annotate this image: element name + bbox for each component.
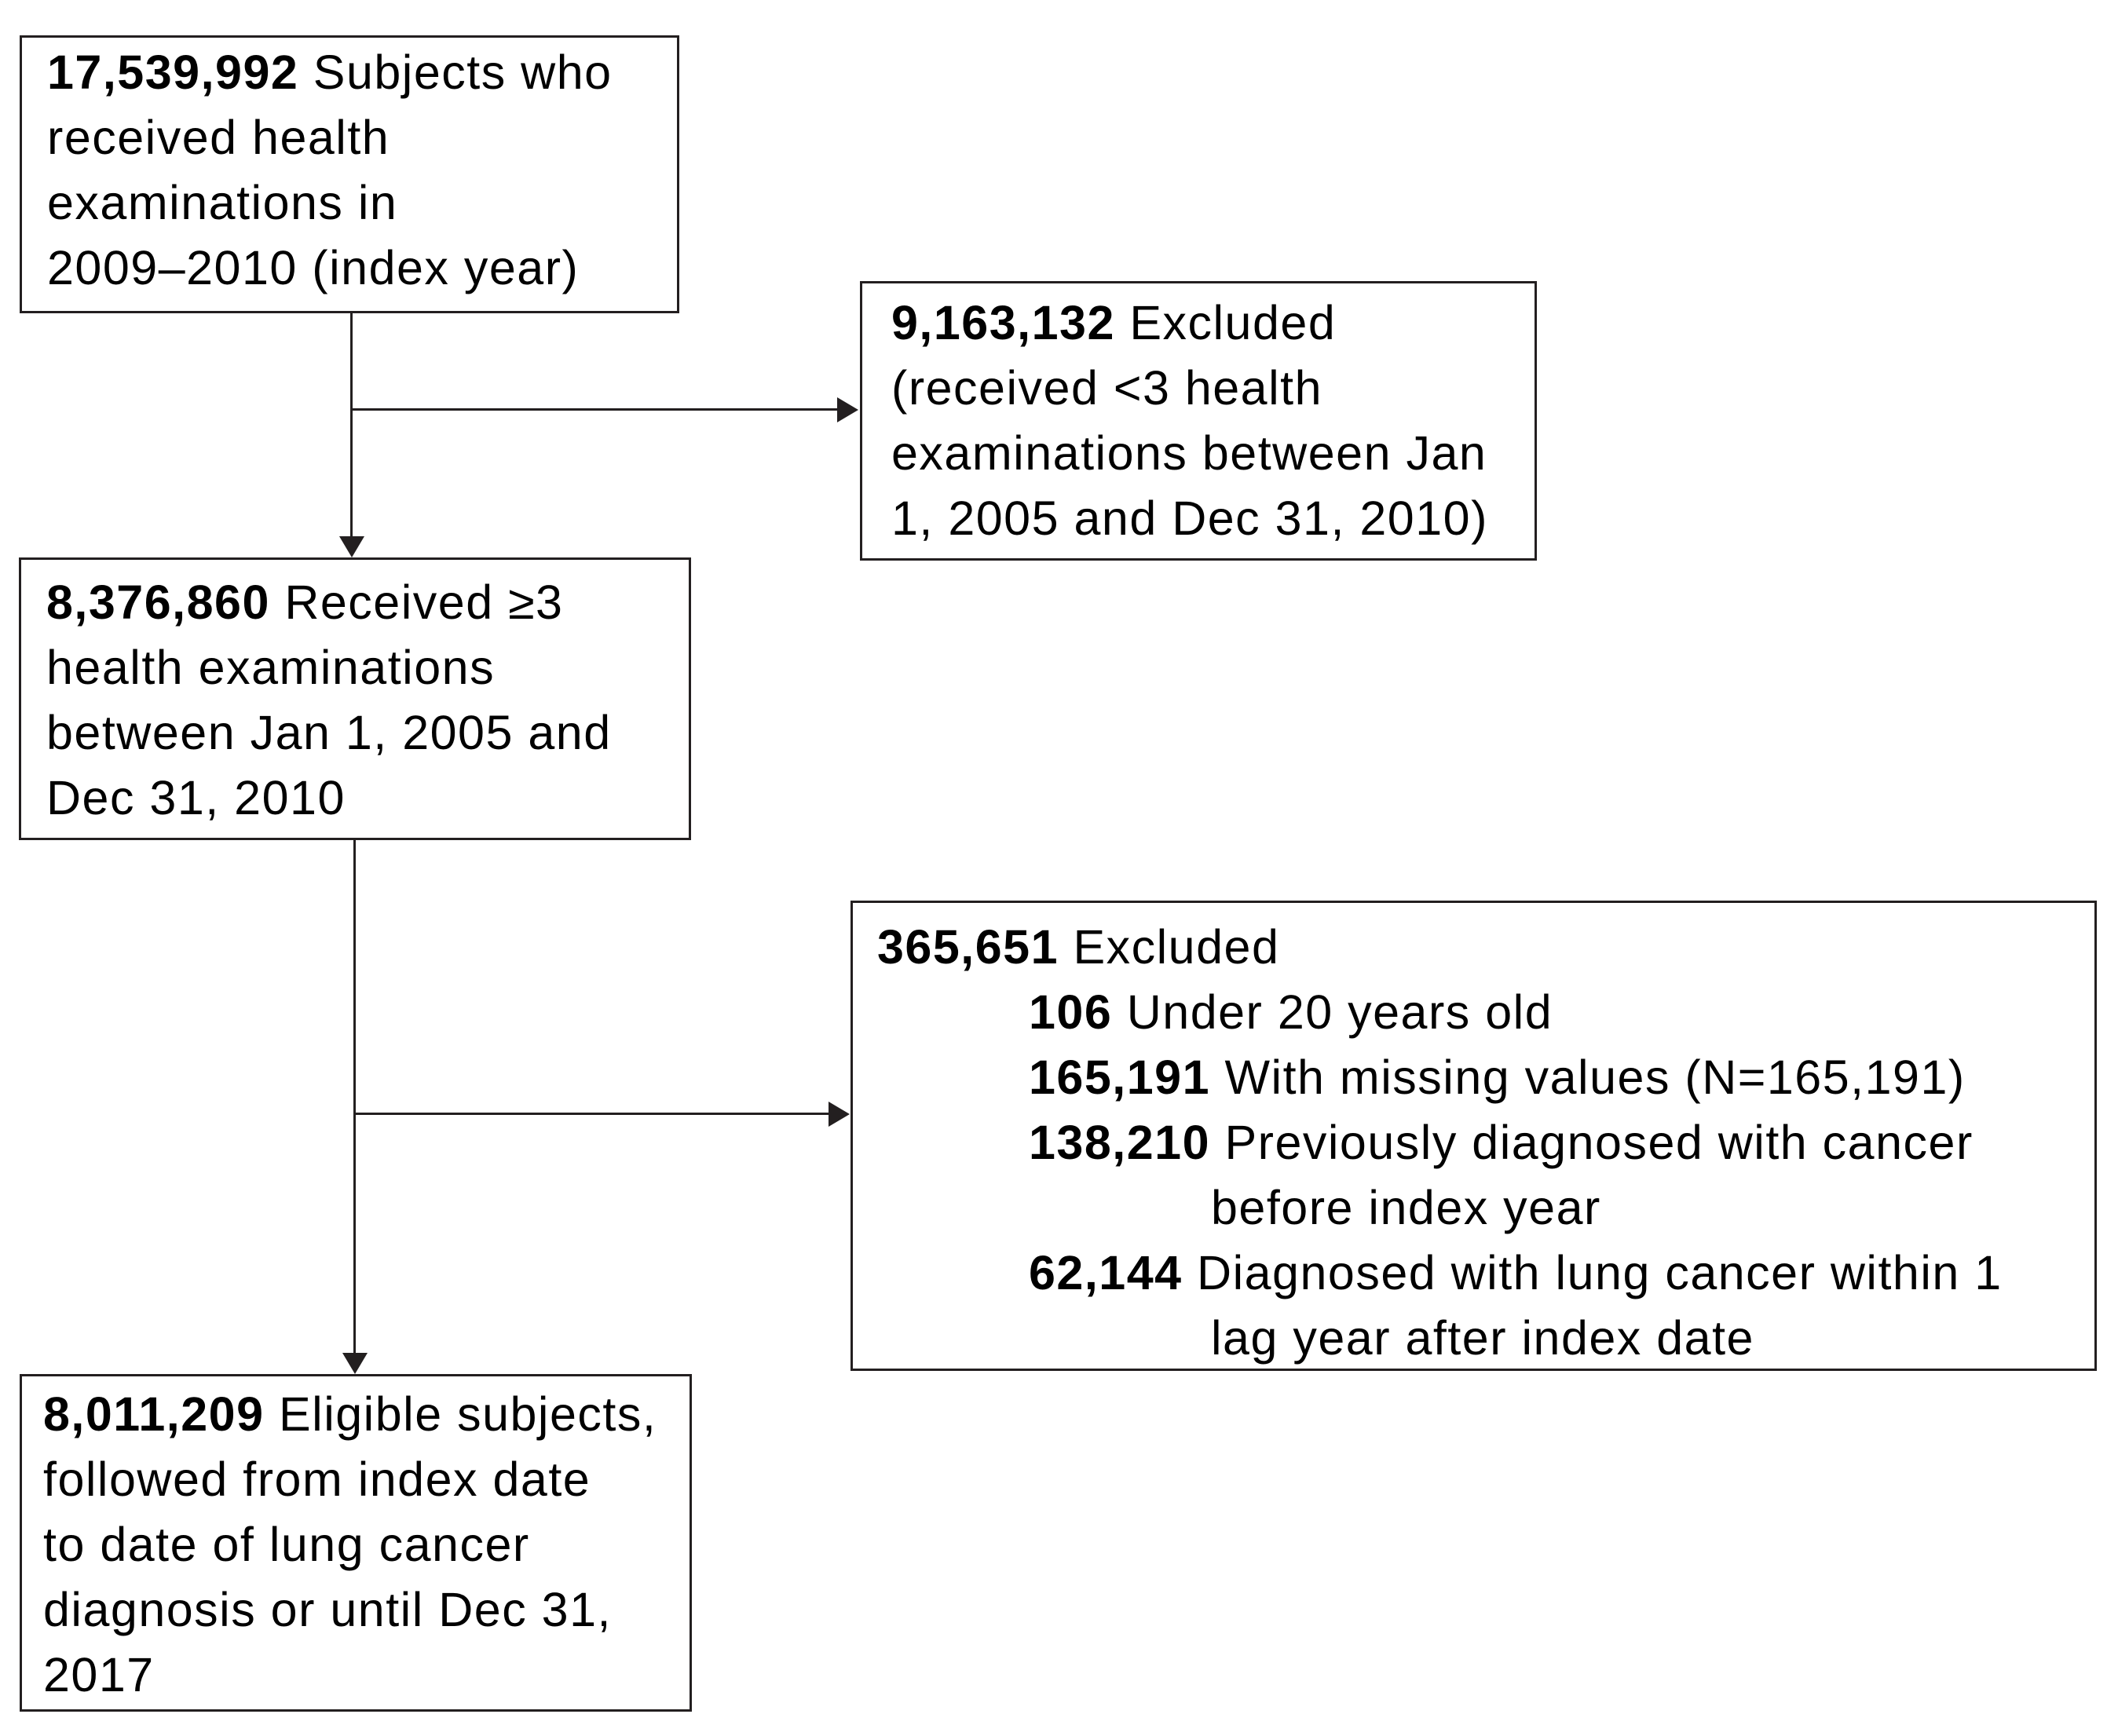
box-line: 138,210 Previously diagnosed with cancer bbox=[1029, 1110, 2085, 1175]
line-count: 138,210 bbox=[1029, 1116, 1210, 1169]
box-line: lag year after index date bbox=[1211, 1306, 2085, 1371]
box-line: 62,144 Diagnosed with lung cancer within… bbox=[1029, 1241, 2085, 1306]
line-text: (received <3 health bbox=[891, 361, 1323, 415]
arrow-branch-excluded-breakdown-head-icon bbox=[829, 1102, 850, 1127]
line-text: 2017 bbox=[43, 1648, 155, 1701]
line-count: 17,539,992 bbox=[47, 46, 299, 99]
line-count: 62,144 bbox=[1029, 1246, 1183, 1299]
box-line: 2009–2010 (index year) bbox=[47, 236, 668, 301]
line-text: Subjects who bbox=[298, 46, 613, 99]
box-line: 2017 bbox=[43, 1643, 680, 1708]
line-text: received health bbox=[47, 111, 390, 164]
box-line: 165,191 With missing values (N=165,191) bbox=[1029, 1045, 2085, 1110]
box-cohort-ge3-exams: 8,376,860 Received ≥3 health examination… bbox=[19, 557, 691, 840]
box-line: 1, 2005 and Dec 31, 2010) bbox=[891, 486, 1525, 551]
box-line: health examinations bbox=[46, 635, 679, 700]
line-text: followed from index date bbox=[43, 1453, 591, 1506]
arrow-ge3-to-eligible-head-icon bbox=[342, 1353, 368, 1374]
line-text: Previously diagnosed with cancer bbox=[1210, 1116, 1974, 1169]
line-text: before index year bbox=[1211, 1181, 1601, 1234]
box-line: 8,011,209 Eligible subjects, bbox=[43, 1382, 680, 1447]
line-text: Dec 31, 2010 bbox=[46, 771, 346, 824]
line-text: Excluded bbox=[1059, 920, 1280, 974]
line-text: Diagnosed with lung cancer within 1 bbox=[1182, 1246, 2003, 1299]
line-text: Eligible subjects, bbox=[264, 1387, 657, 1441]
box-excluded-lt3-exams: 9,163,132 Excluded (received <3 health e… bbox=[860, 281, 1537, 561]
box-line: examinations in bbox=[47, 170, 668, 236]
arrow-branch-excluded-lt3-line bbox=[352, 408, 839, 411]
box-line: 17,539,992 Subjects who bbox=[47, 40, 668, 105]
box-line: diagnosis or until Dec 31, bbox=[43, 1577, 680, 1643]
line-text: Excluded bbox=[1114, 296, 1337, 349]
line-count: 365,651 bbox=[877, 920, 1059, 974]
box-line: 8,376,860 Received ≥3 bbox=[46, 570, 679, 635]
line-text: Received ≥3 bbox=[269, 576, 564, 629]
box-line: to date of lung cancer bbox=[43, 1512, 680, 1577]
line-text: between Jan 1, 2005 and bbox=[46, 706, 612, 759]
box-line: 365,651 Excluded bbox=[877, 915, 2085, 980]
line-count: 8,011,209 bbox=[43, 1387, 265, 1441]
line-text: health examinations bbox=[46, 641, 496, 694]
arrow-branch-excluded-breakdown-line bbox=[355, 1113, 830, 1115]
box-line: examinations between Jan bbox=[891, 421, 1525, 486]
line-count: 9,163,132 bbox=[891, 296, 1115, 349]
box-line: 106 Under 20 years old bbox=[1029, 980, 2085, 1045]
arrow-initial-to-ge3-line bbox=[350, 312, 353, 539]
arrow-initial-to-ge3-head-icon bbox=[339, 536, 364, 557]
line-text: to date of lung cancer bbox=[43, 1518, 530, 1571]
box-line: (received <3 health bbox=[891, 356, 1525, 421]
box-eligible-cohort: 8,011,209 Eligible subjects, followed fr… bbox=[20, 1374, 692, 1712]
box-line: before index year bbox=[1211, 1175, 2085, 1241]
arrow-ge3-to-eligible-line bbox=[353, 838, 356, 1356]
arrow-branch-excluded-lt3-head-icon bbox=[837, 397, 858, 422]
line-count: 8,376,860 bbox=[46, 576, 270, 629]
box-line: 9,163,132 Excluded bbox=[891, 291, 1525, 356]
line-count: 106 bbox=[1029, 985, 1113, 1039]
box-excluded-breakdown: 365,651 Excluded 106 Under 20 years old … bbox=[850, 901, 2097, 1371]
line-text: diagnosis or until Dec 31, bbox=[43, 1583, 612, 1636]
box-line: Dec 31, 2010 bbox=[46, 766, 679, 831]
line-text: 2009–2010 (index year) bbox=[47, 241, 580, 294]
line-text: With missing values (N=165,191) bbox=[1210, 1051, 1966, 1104]
box-line: between Jan 1, 2005 and bbox=[46, 700, 679, 766]
box-line: followed from index date bbox=[43, 1447, 680, 1512]
line-count: 165,191 bbox=[1029, 1051, 1210, 1104]
line-text: examinations between Jan bbox=[891, 426, 1487, 480]
line-text: 1, 2005 and Dec 31, 2010) bbox=[891, 492, 1488, 545]
line-text: Under 20 years old bbox=[1112, 985, 1553, 1039]
line-text: examinations in bbox=[47, 176, 398, 229]
line-text: lag year after index date bbox=[1211, 1311, 1754, 1365]
box-line: received health bbox=[47, 105, 668, 170]
box-initial-cohort: 17,539,992 Subjects who received health … bbox=[20, 35, 679, 313]
